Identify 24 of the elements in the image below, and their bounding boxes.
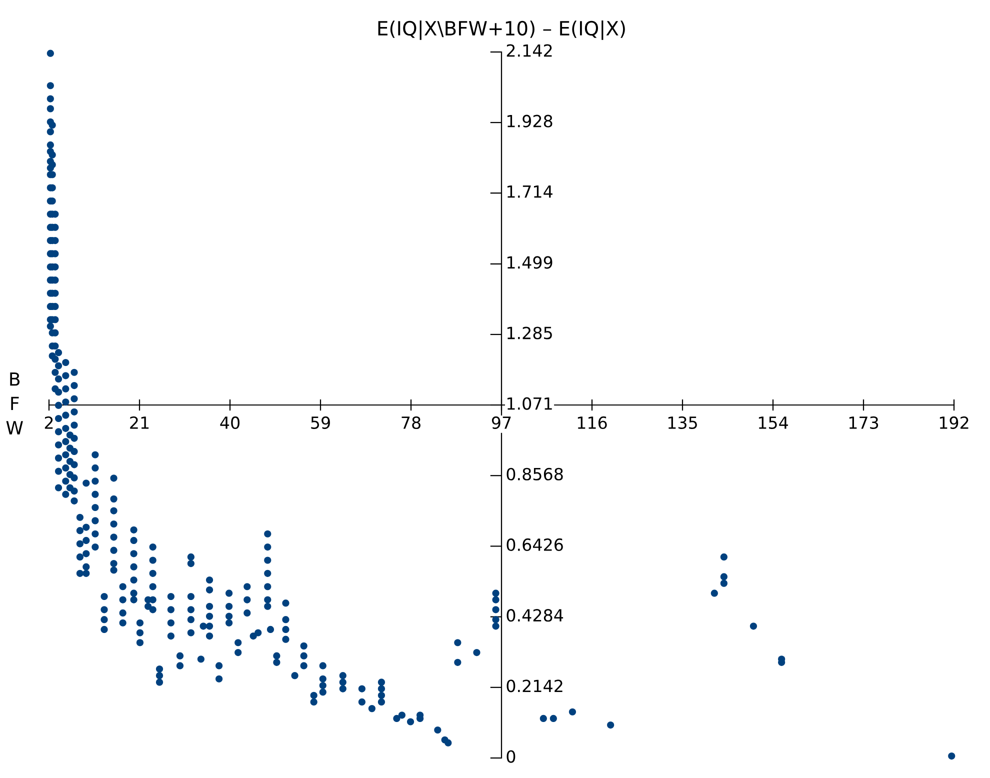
x-tick-label: 97 — [492, 416, 511, 430]
x-tick-label: 135 — [668, 416, 697, 430]
y-tick-label: 0.8568 — [506, 468, 563, 480]
chart-title: E(IQ|X\BFW+10) – E(IQ|X) — [378, 20, 625, 40]
x-tick-label: 154 — [758, 416, 788, 430]
y-tick-label: 0.2142 — [506, 680, 562, 692]
x-tick-label: 116 — [578, 416, 607, 430]
y-tick-label: 0 — [506, 750, 516, 763]
x-tick-label: 2 — [44, 416, 53, 429]
x-tick-label: 78 — [402, 416, 420, 430]
x-tick-label: 173 — [849, 416, 878, 430]
y-tick-label: 1.499 — [507, 256, 552, 269]
x-tick-label: 192 — [940, 416, 968, 430]
x-tick-label: 59 — [311, 416, 330, 430]
y-tick-label: 1.714 — [507, 186, 552, 198]
y-tick-label: 2.142 — [506, 44, 552, 57]
x-tick-label: 40 — [220, 416, 240, 430]
y-tick-label: 1.071 — [507, 397, 552, 410]
y-axis-title: BFW — [6, 372, 23, 434]
x-tick-label: 21 — [130, 416, 149, 429]
y-tick-label: 0.6426 — [506, 538, 563, 552]
y-tick-label: 0.4284 — [506, 609, 564, 622]
y-tick-label: 1.928 — [507, 114, 552, 128]
y-tick-label: 1.285 — [507, 326, 552, 340]
